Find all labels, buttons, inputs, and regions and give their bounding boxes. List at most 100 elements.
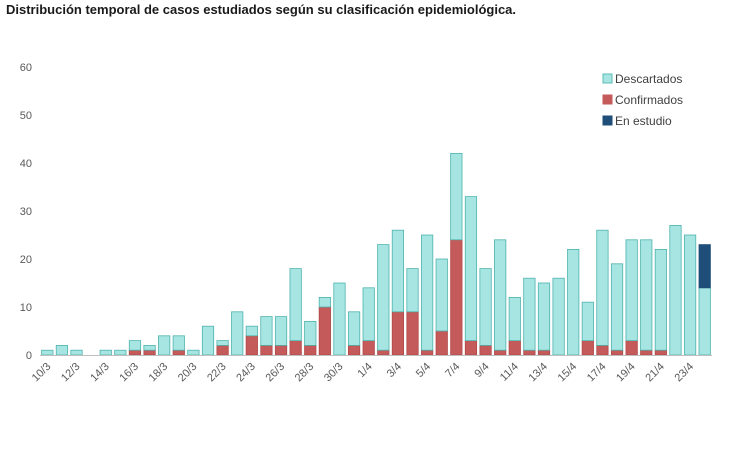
x-tick-label: 5/4	[414, 361, 433, 380]
bar-confirmados	[421, 349, 434, 356]
bar-en-estudio	[698, 244, 711, 289]
x-tick-label: 13/4	[526, 361, 550, 385]
x-tick-label: 12/3	[59, 361, 83, 385]
y-tick-label: 40	[20, 158, 32, 170]
bar-descartados	[245, 325, 258, 337]
bar-descartados	[114, 349, 127, 356]
bar-confirmados	[377, 349, 390, 356]
bar-descartados	[654, 248, 667, 351]
bars-group	[41, 152, 711, 356]
x-tick-label: 16/3	[117, 361, 141, 385]
bar-confirmados	[391, 311, 405, 356]
bar-descartados	[187, 349, 200, 356]
bar-descartados	[610, 263, 624, 351]
bar-confirmados	[596, 344, 609, 356]
bar-descartados	[260, 316, 273, 346]
legend-swatch	[602, 73, 613, 84]
bar-descartados	[216, 340, 229, 346]
x-tick-label: 20/3	[176, 361, 200, 385]
x-tick-label: 28/3	[293, 361, 317, 385]
bar-confirmados	[464, 340, 478, 356]
bar-confirmados	[508, 340, 521, 356]
x-tick-label: 19/4	[614, 361, 638, 385]
legend-swatch	[602, 94, 613, 105]
bar-descartados	[450, 152, 463, 241]
bar-descartados	[128, 340, 142, 351]
bar-descartados	[698, 287, 711, 356]
bar-descartados	[421, 234, 434, 351]
bar-descartados	[479, 268, 492, 346]
bar-descartados	[172, 335, 185, 351]
bar-descartados	[201, 325, 215, 356]
x-tick-label: 1/4	[356, 361, 375, 380]
bar-descartados	[625, 239, 638, 342]
x-tick-label: 14/3	[88, 361, 112, 385]
x-tick-label: 11/4	[498, 361, 521, 384]
bar-confirmados	[479, 344, 492, 356]
x-tick-label: 10/3	[30, 361, 54, 385]
bar-descartados	[508, 296, 521, 341]
bar-confirmados	[172, 349, 185, 356]
legend-label: Descartados	[615, 72, 682, 86]
bar-descartados	[289, 268, 302, 342]
bar-descartados	[41, 349, 54, 356]
bar-confirmados	[128, 349, 142, 356]
bar-descartados	[274, 316, 288, 346]
bar-confirmados	[494, 349, 507, 356]
bar-descartados	[494, 239, 507, 351]
bar-confirmados	[347, 344, 361, 356]
bar-descartados	[683, 234, 697, 356]
x-tick-label: 23/4	[673, 361, 697, 385]
bar-descartados	[70, 349, 83, 356]
bar-descartados	[406, 268, 419, 313]
bar-descartados	[640, 239, 653, 351]
bar-confirmados	[289, 340, 302, 356]
bar-descartados	[304, 320, 317, 346]
bar-confirmados	[640, 349, 653, 356]
x-tick-label: 24/3	[234, 361, 258, 385]
x-axis: 10/3 12/3 14/3 16/3 18/3 20/3 22/3 24/3 26/3 28/3…	[30, 355, 712, 385]
bar-confirmados	[216, 344, 229, 356]
bar-descartados	[362, 287, 375, 341]
bar-confirmados	[537, 349, 551, 356]
x-tick-label: 26/3	[264, 361, 288, 385]
bar-descartados	[377, 244, 390, 351]
bar-descartados	[552, 277, 565, 356]
bar-confirmados	[304, 344, 317, 356]
legend-swatch	[602, 115, 613, 126]
x-tick-label: 17/4	[585, 361, 609, 385]
x-tick-label: 21/4	[643, 361, 667, 385]
bar-descartados	[158, 335, 171, 356]
bar-confirmados	[523, 349, 536, 356]
bar-descartados	[537, 282, 551, 351]
x-tick-label: 18/3	[147, 361, 171, 385]
bar-confirmados	[406, 311, 419, 356]
bar-confirmados	[581, 340, 594, 356]
bar-descartados	[567, 248, 580, 356]
bar-descartados	[596, 229, 609, 346]
bar-descartados	[318, 296, 331, 308]
bar-descartados	[669, 224, 682, 356]
y-tick-label: 30	[20, 206, 32, 218]
bar-confirmados	[274, 344, 288, 356]
y-tick-label: 50	[20, 110, 32, 122]
x-tick-label: 22/3	[205, 361, 229, 385]
bar-descartados	[464, 196, 478, 342]
x-tick-label: 3/4	[385, 361, 404, 380]
y-tick-label: 20	[20, 254, 32, 266]
y-tick-label: 10	[20, 302, 32, 314]
bar-confirmados	[260, 344, 273, 356]
bar-descartados	[231, 311, 244, 356]
bar-descartados	[55, 344, 69, 356]
bar-confirmados	[654, 349, 667, 356]
bar-confirmados	[245, 335, 258, 356]
bar-confirmados	[362, 340, 375, 356]
bar-descartados	[581, 301, 594, 342]
x-tick-label: 30/3	[322, 361, 346, 385]
x-tick-label: 7/4	[443, 361, 462, 380]
x-tick-label: 9/4	[472, 361, 491, 380]
legend-label: Confirmados	[615, 93, 683, 107]
bar-confirmados	[450, 239, 463, 356]
chart-title: Distribución temporal de casos estudiado…	[6, 2, 517, 17]
